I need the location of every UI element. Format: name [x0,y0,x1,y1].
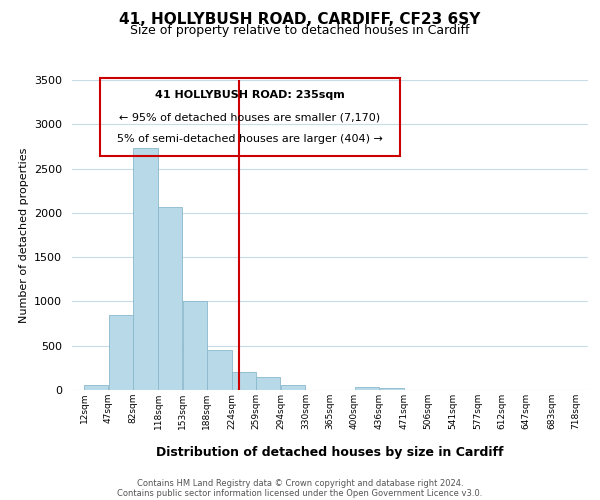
Bar [100,78,400,156]
Bar [207,350,232,390]
Text: Contains HM Land Registry data © Crown copyright and database right 2024.: Contains HM Land Registry data © Crown c… [137,480,463,488]
Bar [232,372,256,390]
Bar [256,377,280,390]
Bar [158,206,182,390]
Text: 5% of semi-detached houses are larger (404) →: 5% of semi-detached houses are larger (4… [117,134,383,144]
Text: ← 95% of detached houses are smaller (7,170): ← 95% of detached houses are smaller (7,… [119,112,380,122]
Text: Contains public sector information licensed under the Open Government Licence v3: Contains public sector information licen… [118,490,482,498]
Text: Distribution of detached houses by size in Cardiff: Distribution of detached houses by size … [156,446,504,459]
Bar [109,314,133,390]
Bar [355,388,379,390]
Text: Size of property relative to detached houses in Cardiff: Size of property relative to detached ho… [130,24,470,37]
Bar [281,385,305,390]
Bar [133,148,158,390]
Bar [182,300,206,390]
Bar [85,385,109,390]
Y-axis label: Number of detached properties: Number of detached properties [19,148,29,322]
Text: 41 HOLLYBUSH ROAD: 235sqm: 41 HOLLYBUSH ROAD: 235sqm [155,90,345,101]
Bar [380,388,404,390]
Text: 41, HOLLYBUSH ROAD, CARDIFF, CF23 6SY: 41, HOLLYBUSH ROAD, CARDIFF, CF23 6SY [119,12,481,28]
